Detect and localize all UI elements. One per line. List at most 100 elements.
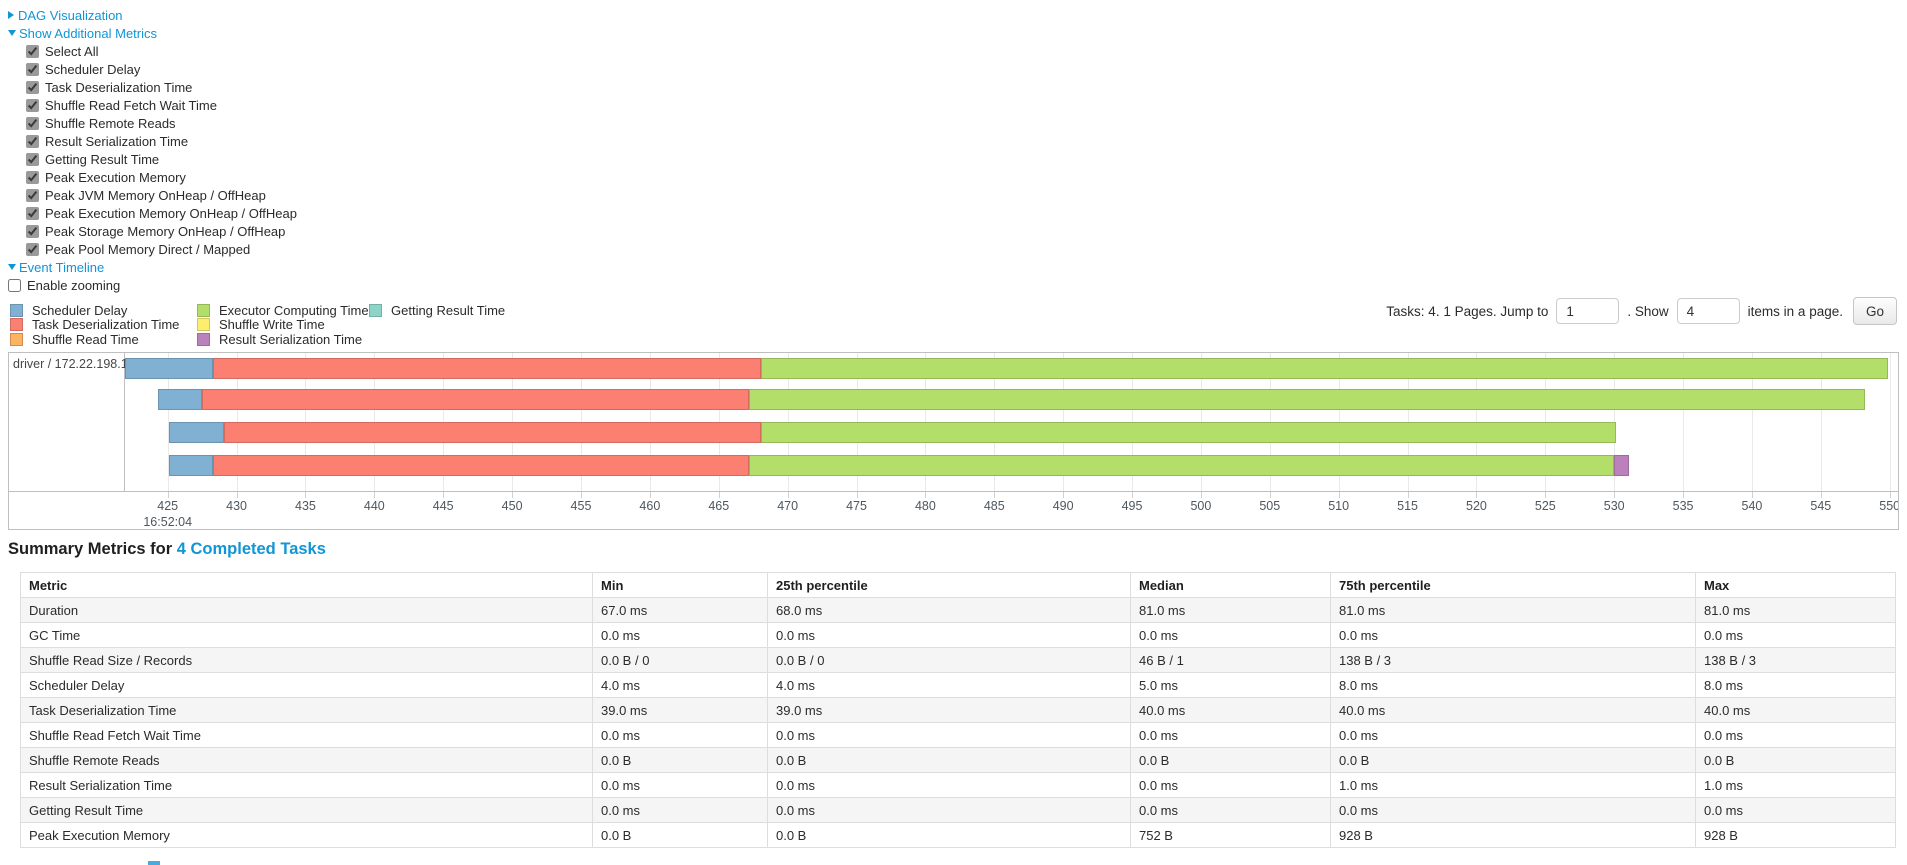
metric-name-cell: Shuffle Read Size / Records <box>20 647 593 673</box>
table-row: Shuffle Read Fetch Wait Time 0.0 ms 0.0 ms… <box>20 722 1896 748</box>
axis-tick-label: 430 <box>226 499 247 513</box>
axis-tick-label: 485 <box>983 499 1005 513</box>
axis-tick-label: 465 <box>708 499 730 513</box>
metric-value-cell: 46 B / 1 <box>1130 647 1331 673</box>
metric-checkbox[interactable] <box>26 243 39 256</box>
metric-value-cell: 39.0 ms <box>767 697 1131 723</box>
timeline-task-segment-task_deserialization[interactable] <box>202 389 750 410</box>
metric-checkbox[interactable] <box>26 135 39 148</box>
axis-tick-label: 425 <box>157 499 179 513</box>
timeline-task-segment-scheduler_delay[interactable] <box>158 389 203 410</box>
axis-tick <box>512 492 514 498</box>
timeline-task-segment-executor_computing[interactable] <box>749 455 1615 476</box>
metric-checkbox[interactable] <box>26 81 39 94</box>
metric-checkbox[interactable] <box>26 117 39 130</box>
metric-checkbox[interactable] <box>26 63 39 76</box>
metric-value-cell: 40.0 ms <box>1695 697 1896 723</box>
timeline-task-segment-executor_computing[interactable] <box>749 389 1865 410</box>
metric-value-cell: 0.0 ms <box>1330 722 1696 748</box>
jump-to-page-input[interactable] <box>1556 298 1620 324</box>
metric-checkbox[interactable] <box>26 207 39 220</box>
executor-group-label: driver / 172.22.198.104 <box>13 357 142 371</box>
metric-checkbox-label: Peak Execution Memory <box>45 170 186 185</box>
timeline-task-segment-scheduler_delay[interactable] <box>125 358 214 379</box>
metric-checkbox[interactable] <box>26 189 39 202</box>
summary-metrics-heading: Summary Metrics for 4 Completed Tasks <box>8 540 326 559</box>
metric-value-cell: 81.0 ms <box>1130 597 1331 623</box>
legend-item: Task Deserialization Time <box>10 317 197 332</box>
metric-checkbox[interactable] <box>26 99 39 112</box>
timeline-task-segment-scheduler_delay[interactable] <box>169 422 225 443</box>
timeline-task-segment-task_deserialization[interactable] <box>213 455 750 476</box>
metric-value-cell: 68.0 ms <box>767 597 1131 623</box>
metric-checkbox[interactable] <box>26 45 39 58</box>
timeline-task-segment-result_serialization[interactable] <box>1614 455 1630 476</box>
metric-option: Scheduler Delay <box>8 61 297 79</box>
axis-tick <box>1269 492 1271 498</box>
axis-tick <box>856 492 858 498</box>
metric-value-cell: 4.0 ms <box>592 672 768 698</box>
timeline-task-segment-task_deserialization[interactable] <box>213 358 762 379</box>
axis-tick-label: 445 <box>432 499 454 513</box>
items-per-page-input[interactable] <box>1676 298 1740 324</box>
axis-tick-label: 495 <box>1121 499 1143 513</box>
summary-heading-text: Summary Metrics for <box>8 540 177 558</box>
legend-swatch-getting_result <box>369 303 382 317</box>
axis-tick <box>443 492 445 498</box>
column-header: Median <box>1130 572 1331 598</box>
axis-tick <box>1820 492 1822 498</box>
enable-zooming-option: Enable zooming <box>8 278 120 293</box>
metric-option: Peak Execution Memory OnHeap / OffHeap <box>8 205 297 223</box>
gridline <box>167 353 169 491</box>
legend-swatch-shuffle_read <box>10 332 23 346</box>
enable-zooming-checkbox[interactable] <box>8 279 21 292</box>
legend-swatch-task_deserialization <box>10 318 23 332</box>
metric-checkbox-label: Shuffle Read Fetch Wait Time <box>45 98 217 113</box>
legend-item: Scheduler Delay <box>10 303 197 318</box>
metric-name-cell: GC Time <box>20 622 593 648</box>
axis-tick-label: 435 <box>295 499 316 513</box>
clipped-content-stub <box>148 861 160 865</box>
legend-swatch-executor_computing <box>197 303 210 317</box>
metric-value-cell: 39.0 ms <box>592 697 768 723</box>
gridline <box>1889 353 1891 491</box>
axis-tick <box>925 492 927 498</box>
gridline <box>1820 353 1822 491</box>
axis-tick <box>787 492 789 498</box>
metric-option: Result Serialization Time <box>8 133 297 151</box>
dag-visualization-toggle[interactable]: DAG Visualization <box>18 8 123 23</box>
table-row: Getting Result Time 0.0 ms 0.0 ms 0.0 ms 0.0… <box>20 797 1896 823</box>
show-additional-metrics-toggle[interactable]: Show Additional Metrics <box>19 26 158 41</box>
metric-checkbox[interactable] <box>26 171 39 184</box>
timeline-task-segment-executor_computing[interactable] <box>761 358 1889 379</box>
axis-tick <box>1683 492 1685 498</box>
timeline-task-segment-task_deserialization[interactable] <box>224 422 762 443</box>
metric-name-cell: Duration <box>20 597 593 623</box>
axis-tick <box>1545 492 1547 498</box>
metric-checkbox[interactable] <box>26 225 39 238</box>
legend-item: Result Serialization Time <box>197 332 369 347</box>
metric-value-cell: 40.0 ms <box>1330 697 1696 723</box>
metric-option: Shuffle Remote Reads <box>8 115 297 133</box>
metric-value-cell: 81.0 ms <box>1330 597 1696 623</box>
metric-value-cell: 0.0 B / 0 <box>767 647 1131 673</box>
metric-value-cell: 0.0 ms <box>592 622 768 648</box>
metric-checkbox-label: Getting Result Time <box>45 152 160 167</box>
column-header: Max <box>1695 572 1896 598</box>
enable-zooming-label: Enable zooming <box>27 278 121 293</box>
timeline-group-column: driver / 172.22.198.104 <box>9 353 142 491</box>
metric-checkbox[interactable] <box>26 153 39 166</box>
legend-swatch-result_serialization <box>197 332 210 346</box>
event-timeline-toggle[interactable]: Event Timeline <box>19 260 105 275</box>
gridline <box>1751 353 1753 491</box>
timeline-task-segment-executor_computing[interactable] <box>761 422 1616 443</box>
metric-checkbox-label: Shuffle Remote Reads <box>45 116 176 131</box>
metric-value-cell: 138 B / 3 <box>1695 647 1896 673</box>
metric-name-cell: Result Serialization Time <box>20 772 593 798</box>
timeline-task-segment-scheduler_delay[interactable] <box>169 455 214 476</box>
completed-tasks-link[interactable]: 4 Completed Tasks <box>176 540 326 558</box>
metric-value-cell: 0.0 B <box>592 747 768 773</box>
axis-tick-label: 515 <box>1397 499 1418 513</box>
axis-tick-label: 490 <box>1052 499 1074 513</box>
go-button[interactable]: Go <box>1852 297 1897 325</box>
